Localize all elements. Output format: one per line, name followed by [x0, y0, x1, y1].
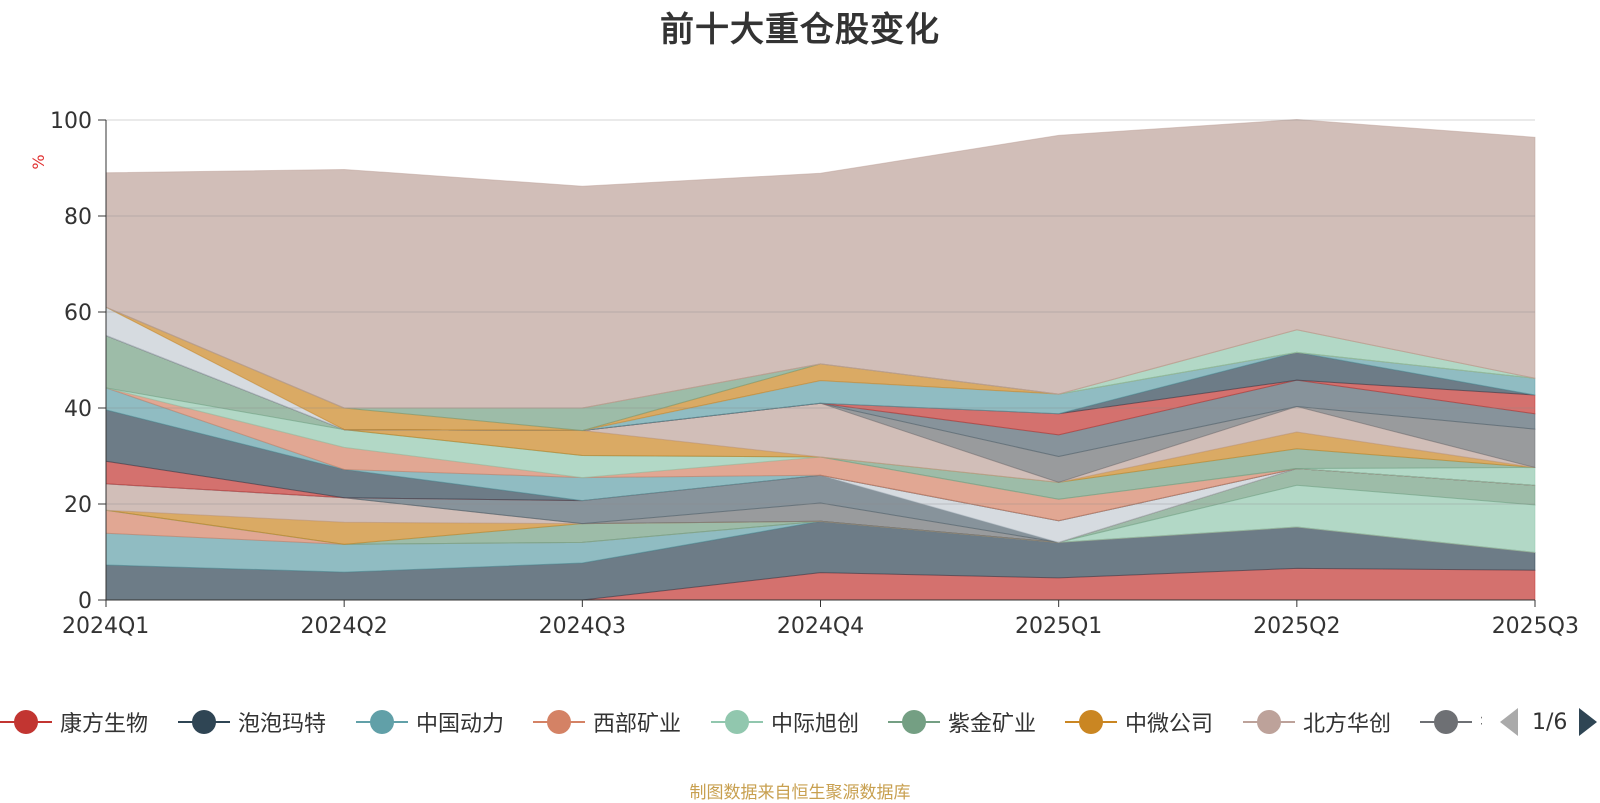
legend-item[interactable]: 西部矿业 [533, 700, 681, 744]
chart-plot: 0 20 40 60 80 100 2024Q1 2024Q2 2024Q3 2024Q4 2025… [29, 109, 1579, 639]
legend-item[interactable]: 紫金矿业 [888, 700, 1036, 744]
legend: 康方生物 泡泡玛特 中国动力 西部矿业 中际旭创 紫金矿业 中微公司 北方华创 钅 1/6 [0, 700, 1600, 744]
x-tick-label: 2025Q2 [1253, 614, 1340, 639]
x-tick-label: 2025Q1 [1015, 614, 1102, 639]
legend-item[interactable]: 中际旭创 [711, 700, 859, 744]
legend-marker-icon [533, 707, 585, 737]
legend-item[interactable]: 北方华创 [1243, 700, 1391, 744]
legend-label: 钅 [1480, 706, 1482, 738]
legend-marker-icon [1243, 707, 1295, 737]
y-tick-label: 80 [64, 205, 92, 230]
x-tick-label: 2024Q2 [301, 614, 388, 639]
pager-prev-icon[interactable] [1500, 708, 1518, 736]
legend-items: 康方生物 泡泡玛特 中国动力 西部矿业 中际旭创 紫金矿业 中微公司 北方华创 钅 [0, 700, 1482, 744]
x-tick-label: 2024Q1 [62, 614, 149, 639]
source-note: 制图数据来自恒生聚源数据库 [689, 783, 911, 803]
legend-marker-icon [711, 707, 763, 737]
legend-item[interactable]: 康方生物 [0, 700, 148, 744]
legend-marker-icon [178, 707, 230, 737]
legend-label: 康方生物 [60, 712, 149, 737]
y-tick-label: 40 [64, 397, 92, 422]
legend-label: 北方华创 [1303, 712, 1392, 737]
pager-text: 1/6 [1532, 709, 1568, 735]
legend-label: 泡泡玛特 [238, 712, 327, 737]
legend-marker-icon [356, 707, 408, 737]
x-tick-label: 2024Q3 [539, 614, 626, 639]
legend-marker-icon [1420, 707, 1472, 737]
series-area[interactable] [105, 119, 1536, 409]
legend-label: 中际旭创 [771, 712, 860, 737]
y-axis-unit: % [29, 154, 48, 169]
x-tick-label: 2025Q3 [1492, 614, 1579, 639]
legend-pager: 1/6 [1500, 700, 1598, 744]
legend-label: 中国动力 [416, 712, 505, 737]
legend-label: 紫金矿业 [948, 712, 1037, 737]
y-tick-label: 100 [50, 109, 92, 134]
y-tick-label: 20 [64, 493, 92, 518]
y-tick-label: 60 [64, 301, 92, 326]
pager-next-icon[interactable] [1579, 708, 1598, 736]
legend-item[interactable]: 钅 [1420, 700, 1482, 744]
legend-marker-icon [888, 707, 940, 737]
y-tick-label: 0 [78, 589, 92, 614]
legend-item[interactable]: 中微公司 [1065, 700, 1213, 744]
legend-marker-icon [0, 707, 52, 737]
legend-label: 西部矿业 [593, 712, 682, 737]
legend-item[interactable]: 中国动力 [356, 700, 504, 744]
legend-item[interactable]: 泡泡玛特 [178, 700, 326, 744]
legend-marker-icon [1065, 707, 1117, 737]
x-tick-label: 2024Q4 [777, 614, 864, 639]
legend-label: 中微公司 [1125, 712, 1214, 737]
chart-title: 前十大重仓股变化 [660, 10, 940, 50]
